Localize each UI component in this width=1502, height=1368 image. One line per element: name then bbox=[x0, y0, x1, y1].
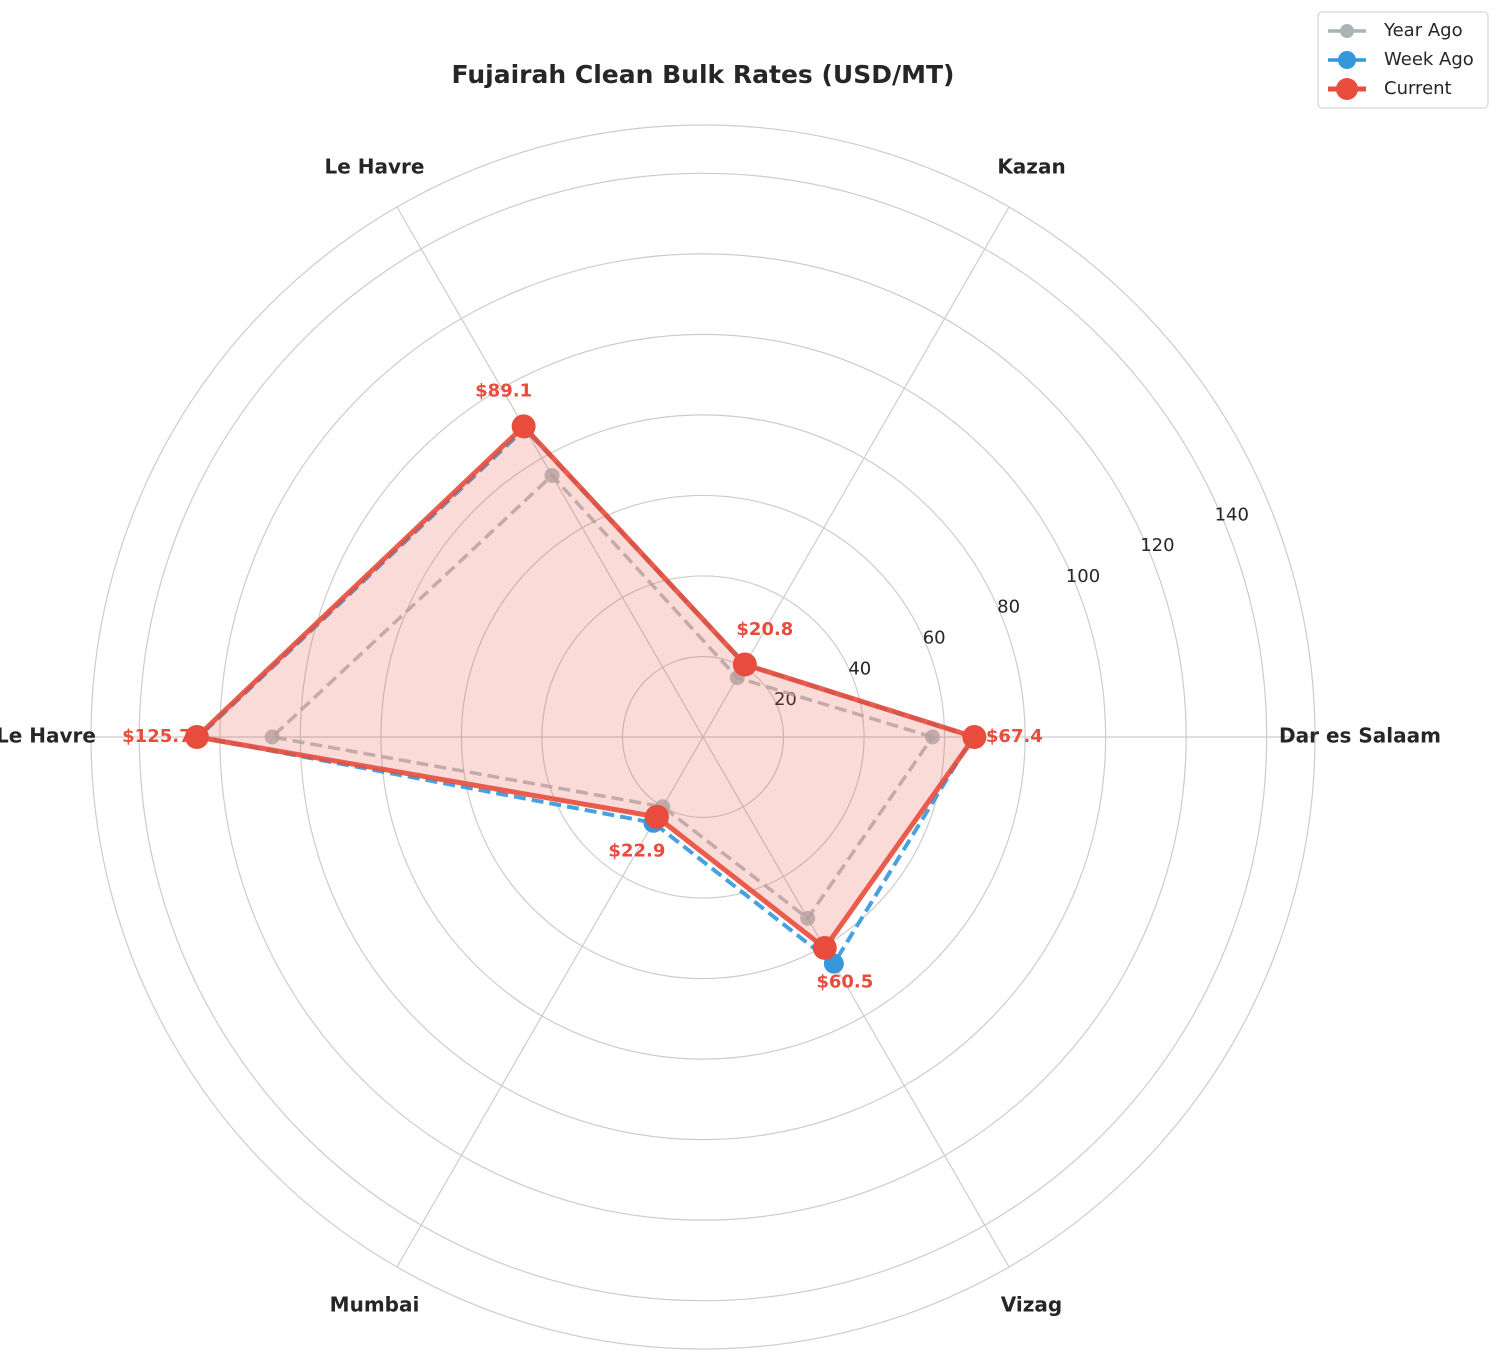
legend-label: Year Ago bbox=[1383, 20, 1463, 41]
legend-label: Current bbox=[1384, 78, 1452, 99]
area bbox=[196, 426, 975, 948]
value-label: $89.1 bbox=[475, 381, 532, 402]
r-tick-label: 140 bbox=[1215, 504, 1249, 525]
point bbox=[812, 935, 837, 960]
point bbox=[184, 725, 209, 749]
r-tick-label: 100 bbox=[1066, 566, 1100, 587]
value-label: $20.8 bbox=[736, 619, 793, 640]
point bbox=[264, 729, 280, 745]
legend-label: Week Ago bbox=[1384, 49, 1474, 70]
legend-marker bbox=[1340, 24, 1354, 38]
category-label: Dar es Salaam bbox=[1279, 724, 1441, 748]
point bbox=[644, 804, 669, 829]
legend-marker bbox=[1338, 51, 1356, 69]
chart-title: Fujairah Clean Bulk Rates (USD/MT) bbox=[452, 60, 955, 89]
category-label: Kazan bbox=[997, 155, 1065, 179]
value-label: $125.7 bbox=[122, 726, 191, 747]
point bbox=[962, 725, 987, 749]
spoke bbox=[702, 736, 1010, 1268]
r-tick-label: 40 bbox=[848, 658, 871, 679]
r-tick-label: 120 bbox=[1140, 535, 1174, 556]
value-label: $60.5 bbox=[816, 972, 873, 993]
value-label: $67.4 bbox=[986, 726, 1043, 747]
value-label: $22.9 bbox=[608, 840, 665, 861]
category-label: Le Havre bbox=[325, 155, 425, 179]
spoke bbox=[702, 206, 1010, 738]
point bbox=[925, 729, 940, 745]
category-label: Le Havre bbox=[0, 724, 96, 748]
category-label: Vizag bbox=[1001, 1292, 1062, 1316]
r-tick-label: 80 bbox=[997, 597, 1020, 618]
point bbox=[732, 652, 757, 677]
point bbox=[511, 414, 536, 439]
point bbox=[544, 467, 560, 483]
legend-marker bbox=[1336, 78, 1358, 100]
point bbox=[800, 910, 816, 926]
category-label: Mumbai bbox=[330, 1292, 420, 1316]
legend-box bbox=[1317, 11, 1489, 109]
r-tick-label: 60 bbox=[923, 628, 946, 649]
